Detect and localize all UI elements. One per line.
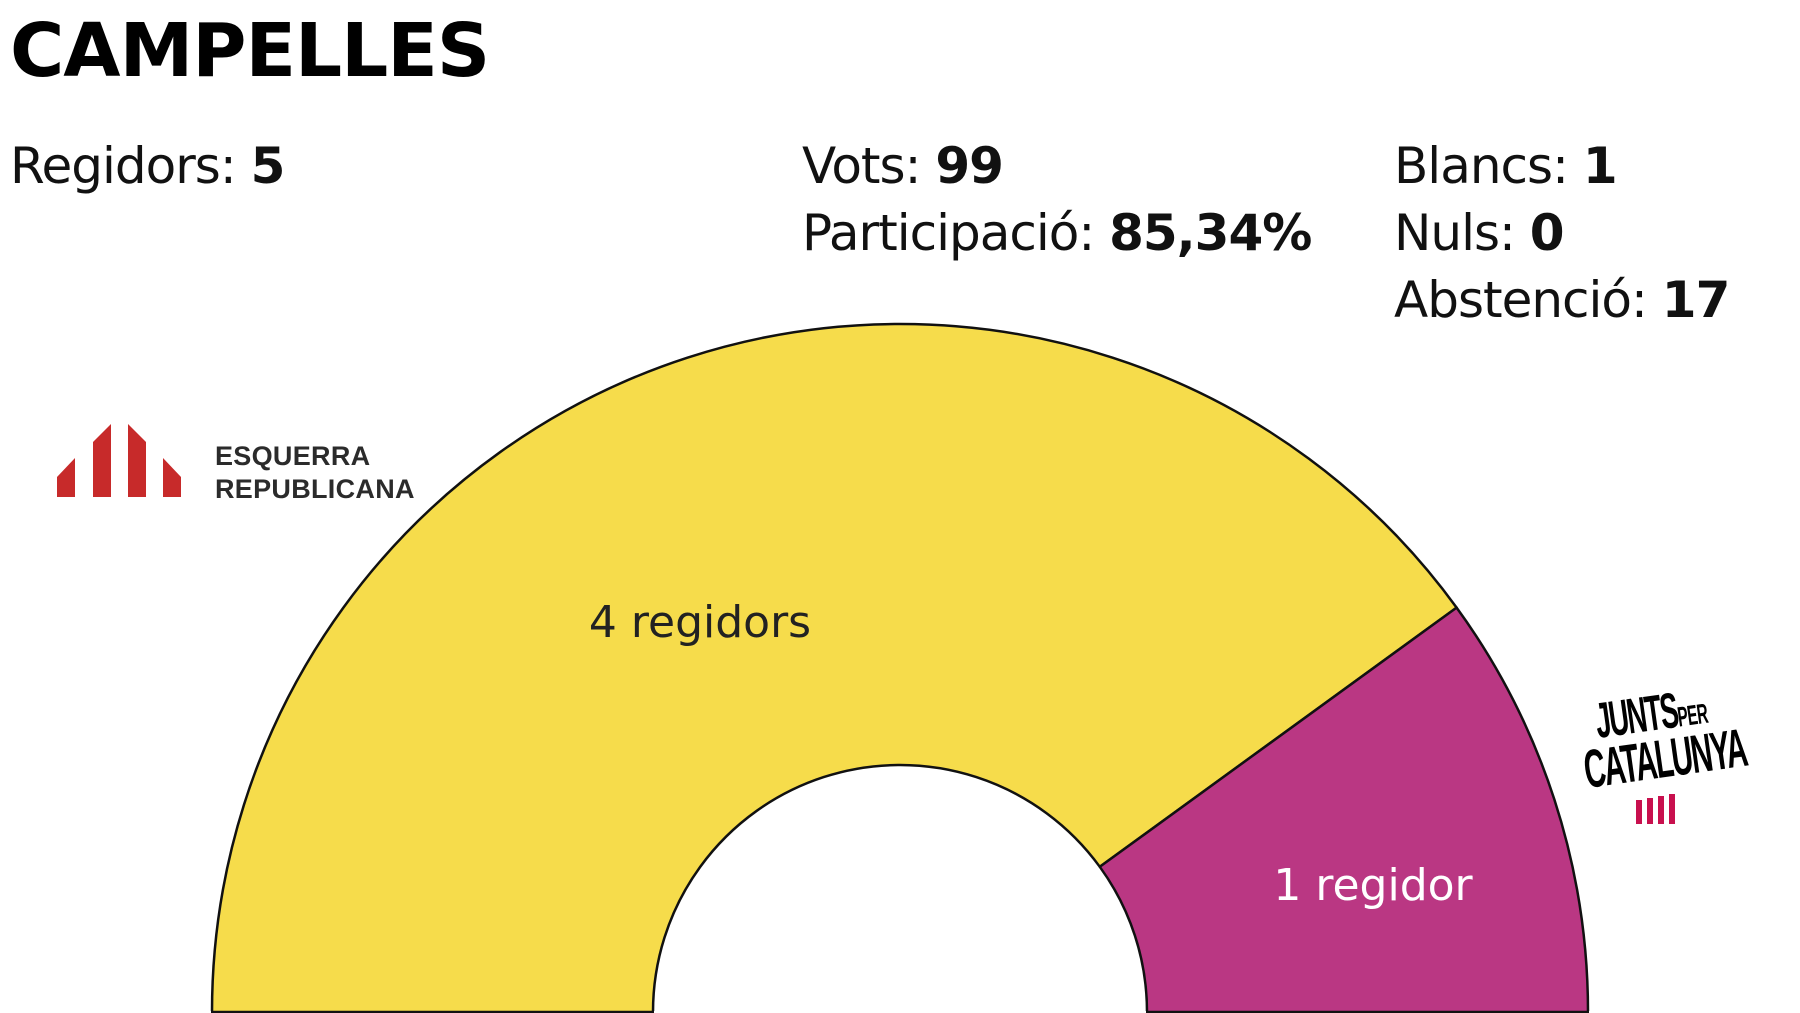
segment-erc[interactable] — [210, 322, 1458, 1013]
ballot-stats: Blancs: 1 Nuls: 0 Abstenció: 17 — [1394, 133, 1731, 334]
abstention-row: Abstenció: 17 — [1394, 267, 1731, 334]
segment-junts[interactable] — [1098, 606, 1590, 1013]
blank-row: Blancs: 1 — [1394, 133, 1729, 200]
erc-logo-line2: REPUBLICANA — [215, 474, 415, 504]
turnout-label: Participació: — [802, 204, 1095, 262]
erc-logo-icon — [57, 424, 181, 497]
null-row: Nuls: 0 — [1394, 200, 1729, 267]
votes-row: Vots: 99 — [802, 133, 1311, 200]
segment-label-erc: 4 regidors — [589, 597, 811, 648]
turnout-value: 85,34% — [1109, 204, 1312, 262]
votes-value: 99 — [935, 137, 1004, 195]
turnout-row: Participació: 85,34% — [802, 200, 1312, 267]
abstention-value: 17 — [1661, 271, 1731, 329]
seats-value: 5 — [250, 137, 286, 195]
null-label: Nuls: — [1394, 204, 1516, 262]
junts-logo: JUNTSPER CATALUNYA — [1580, 682, 1770, 830]
blank-value: 1 — [1582, 137, 1618, 195]
erc-logo: ESQUERRA REPUBLICANA — [215, 440, 415, 506]
total-seats: Regidors: 5 — [10, 133, 286, 200]
page-title: CAMPELLES — [10, 8, 490, 94]
erc-logo-line1: ESQUERRA — [215, 441, 371, 471]
votes-label: Vots: — [802, 137, 921, 195]
blank-label: Blancs: — [1394, 137, 1569, 195]
null-value: 0 — [1529, 204, 1565, 262]
seats-label: Regidors: — [10, 137, 237, 195]
segment-label-junts: 1 regidor — [1273, 860, 1473, 911]
votes-stats: Vots: 99 Participació: 85,34% — [802, 133, 1312, 267]
junts-logo-bars-icon — [1636, 794, 1675, 824]
abstention-label: Abstenció: — [1394, 271, 1648, 329]
